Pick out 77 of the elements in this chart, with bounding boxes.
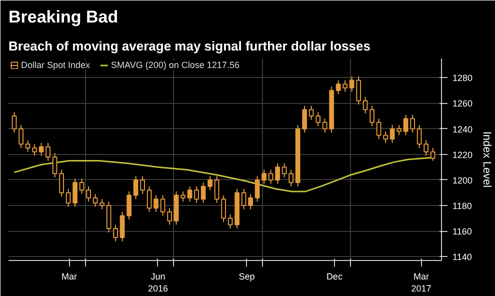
candlestick — [38, 142, 44, 156]
candlestick — [59, 169, 64, 198]
candlestick — [396, 124, 402, 136]
candlestick — [322, 118, 328, 134]
candlestick — [200, 182, 206, 204]
x-tick-label: Sep — [238, 272, 255, 282]
candlestick — [25, 140, 30, 152]
candlestick — [268, 169, 274, 184]
candlestick — [133, 176, 138, 200]
candlestick — [349, 76, 354, 92]
y-tick-label: 1140 — [452, 252, 472, 262]
candlestick — [113, 224, 118, 242]
candlestick — [376, 118, 382, 140]
legend-label: SMAVG (200) on Close 1217.56 — [111, 60, 240, 70]
y-tick-label: 1160 — [452, 226, 472, 237]
candlestick — [302, 105, 307, 134]
candlestick — [32, 144, 37, 156]
candlestick — [248, 194, 253, 210]
candlestick — [208, 176, 212, 191]
candlestick — [316, 112, 320, 127]
candlestick — [126, 190, 132, 220]
candlestick — [46, 142, 50, 162]
candlestick — [180, 190, 186, 202]
candlestick — [92, 194, 98, 208]
candlestick — [214, 176, 220, 204]
candlestick — [282, 162, 287, 178]
candlestick — [288, 169, 294, 187]
candlestick — [52, 152, 58, 178]
y-axis-title: Index Level — [480, 131, 493, 188]
candlestick — [336, 80, 341, 95]
candlestick — [187, 186, 192, 202]
y-tick-label: 1200 — [452, 175, 473, 186]
y-tick-label: 1180 — [452, 201, 472, 212]
chart-title: Breaking Bad — [8, 8, 118, 26]
candlestick — [160, 194, 166, 216]
candlestick — [72, 178, 78, 208]
candlestick — [403, 114, 408, 136]
candlestick — [410, 114, 415, 134]
candlestick — [416, 124, 422, 148]
x-tick-label: Mar 2017 — [411, 272, 432, 294]
candlestick — [120, 211, 125, 242]
candlestick — [308, 105, 314, 120]
x-tick-label: Dec — [326, 272, 343, 282]
y-tick-label: 1280 — [452, 73, 473, 84]
candlestick — [66, 188, 71, 208]
candlestick — [167, 208, 172, 226]
candlestick — [356, 76, 361, 106]
y-tick-label: 1260 — [452, 98, 473, 109]
candlestick — [275, 162, 280, 184]
candlestick — [154, 194, 158, 212]
candlestick — [370, 105, 374, 127]
x-tick-label: Jun 2016 — [148, 272, 168, 294]
candlestick — [241, 188, 246, 210]
candlestick — [228, 214, 233, 230]
candlestick — [86, 186, 91, 202]
candlestick — [79, 178, 84, 195]
candlestick — [342, 80, 348, 92]
candlestick — [362, 96, 368, 114]
y-tick-label: 1240 — [452, 124, 473, 134]
chart-subtitle: Breach of moving average may signal further dollar losses — [8, 38, 370, 54]
candlestick — [430, 147, 436, 162]
candlestick — [390, 124, 395, 144]
candlestick — [262, 169, 266, 184]
candlestick — [106, 201, 112, 233]
candlestick — [100, 198, 104, 210]
y-tick-label: 1220 — [452, 150, 473, 160]
candlestick — [12, 112, 17, 134]
candlestick — [254, 176, 260, 202]
candlestick — [146, 186, 152, 212]
candlestick — [221, 194, 226, 223]
candlestick — [424, 140, 428, 156]
candlestick — [194, 186, 199, 204]
legend-label: Dollar Spot Index — [21, 60, 90, 70]
x-tick-label: Mar — [62, 272, 78, 282]
candlestick — [383, 130, 388, 144]
candlestick — [140, 176, 145, 195]
candlestick — [18, 124, 24, 148]
